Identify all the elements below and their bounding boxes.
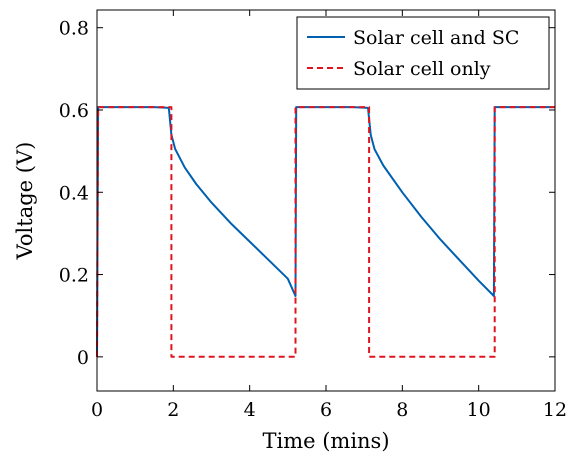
x-tick-label: 12 xyxy=(543,399,567,421)
plot-frame xyxy=(96,9,556,392)
series-line-solar-cell-and-sc xyxy=(96,106,555,357)
y-tick-label: 0 xyxy=(77,347,89,369)
x-axis-label: Time (mins) xyxy=(262,429,389,453)
legend-label-solar-cell-only: Solar cell only xyxy=(353,58,491,80)
legend-label-solar-cell-and-sc: Solar cell and SC xyxy=(353,27,519,49)
x-tick-label: 10 xyxy=(467,399,491,421)
x-tick-label: 4 xyxy=(244,399,256,421)
x-tick-label: 6 xyxy=(320,399,332,421)
legend: Solar cell and SC Solar cell only xyxy=(296,16,550,90)
y-axis-label: Voltage (V) xyxy=(13,142,37,261)
y-tick-label: 0.2 xyxy=(59,265,89,287)
x-tick-label: 8 xyxy=(396,399,408,421)
plot-area xyxy=(96,106,555,358)
legend-box xyxy=(296,16,550,90)
x-tick-label: 0 xyxy=(91,399,103,421)
y-tick-label: 0.4 xyxy=(59,182,89,204)
series-line-solar-cell-only xyxy=(96,106,555,358)
x-axis-ticks: 0 2 4 6 8 10 12 xyxy=(91,10,567,421)
y-tick-label: 0.6 xyxy=(59,100,89,122)
y-axis-ticks: 0 0.2 0.4 0.6 0.8 xyxy=(59,18,555,369)
y-tick-label: 0.8 xyxy=(59,18,89,40)
x-tick-label: 2 xyxy=(167,399,179,421)
